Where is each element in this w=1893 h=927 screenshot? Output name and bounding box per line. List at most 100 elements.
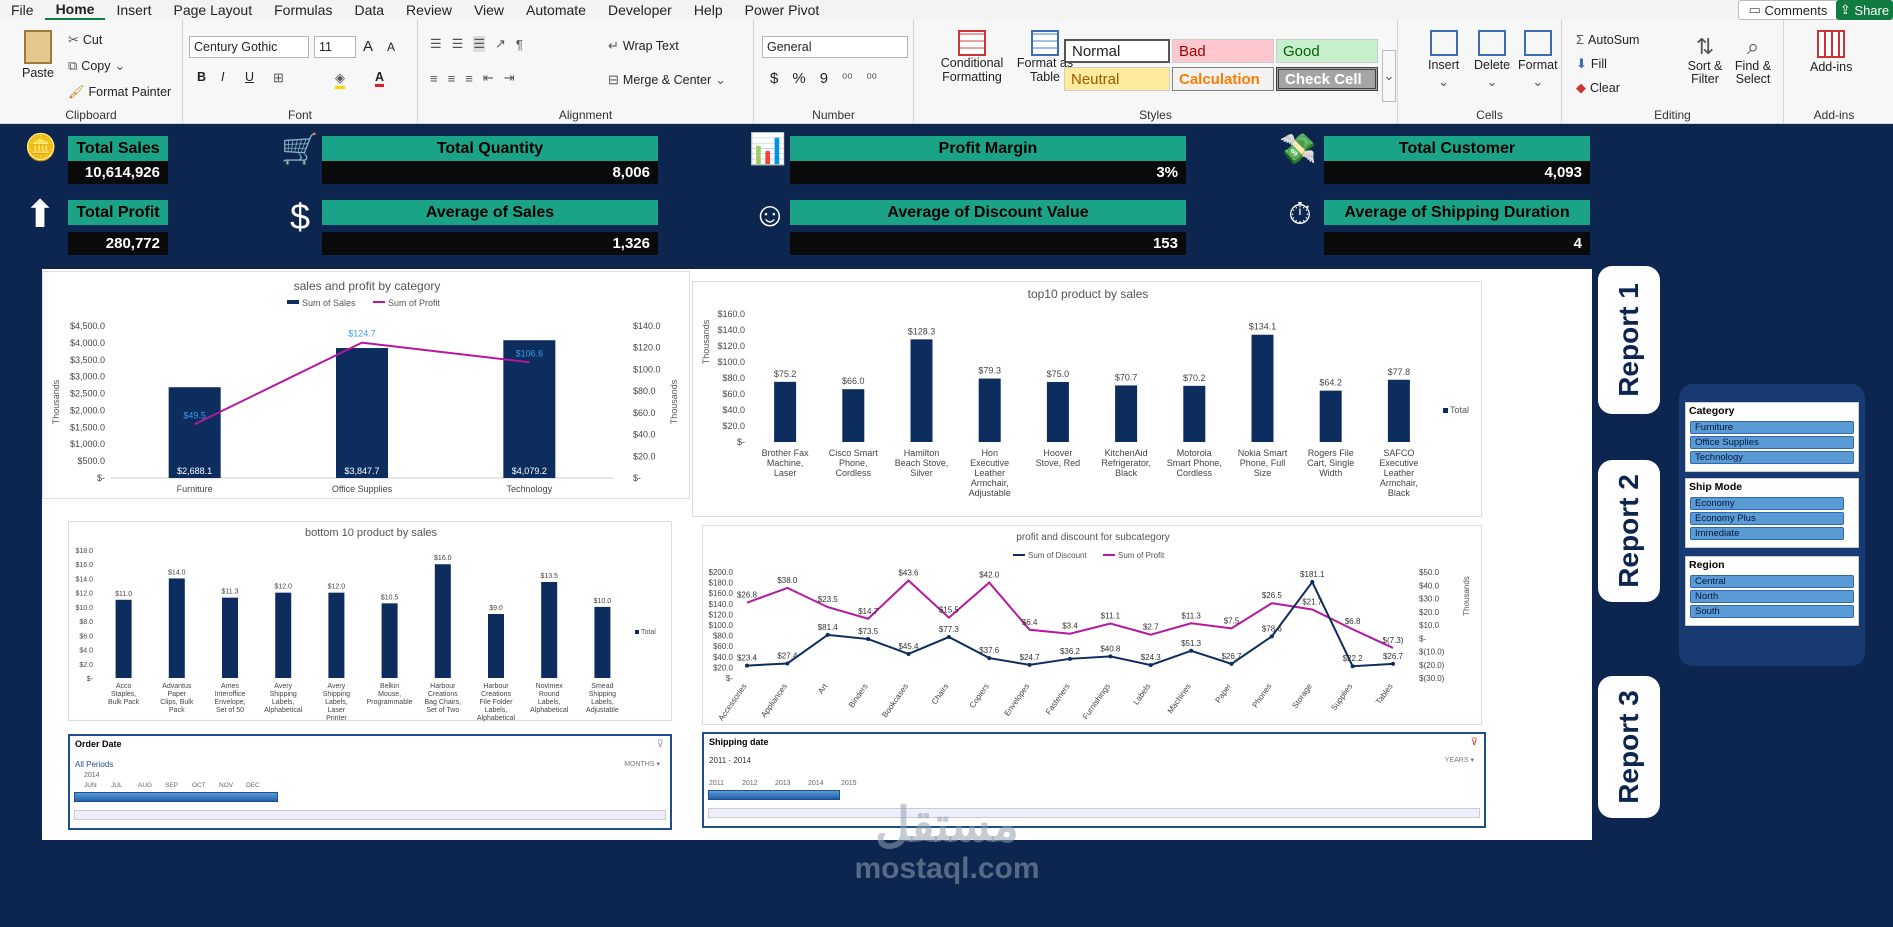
timeline-month[interactable]: DEC: [246, 782, 260, 789]
timeline-shipping-date[interactable]: Shipping date ⊽ 2011 - 2014 YEARS ▾ 2011…: [702, 732, 1486, 828]
style-good[interactable]: Good: [1276, 39, 1378, 63]
timeline-month[interactable]: JUN: [84, 782, 97, 789]
vertical-align-buttons[interactable]: ☰ ☰ ☰ ↗ ¶: [430, 36, 523, 52]
horizontal-align-buttons[interactable]: ≡ ≡ ≡ ⇤ ⇥: [430, 70, 515, 86]
format-painter-button[interactable]: 🖌 Format Painter: [68, 84, 172, 99]
format-as-table-button[interactable]: Format as Table: [1014, 30, 1076, 84]
slicer-item-immediate[interactable]: Immediate: [1690, 527, 1844, 540]
tab-home[interactable]: Home: [44, 1, 106, 20]
timeline-year[interactable]: 2013: [775, 780, 791, 787]
underline-button[interactable]: U: [245, 70, 255, 84]
timeline-order-selection[interactable]: [74, 792, 278, 802]
data-label-profit: $49.5: [183, 410, 206, 420]
comma-button[interactable]: 9: [819, 70, 829, 87]
tab-review[interactable]: Review: [406, 2, 452, 18]
currency-button[interactable]: $: [770, 70, 779, 87]
tab-power-pivot[interactable]: Power Pivot: [744, 2, 820, 18]
slicer-item-central[interactable]: Central: [1690, 575, 1854, 588]
slicer-item-office-supplies[interactable]: Office Supplies: [1690, 436, 1854, 449]
font-name-select[interactable]: Century Gothic: [189, 36, 309, 58]
tab-data[interactable]: Data: [354, 2, 385, 18]
timeline-month[interactable]: AUG: [138, 782, 153, 789]
tab-view[interactable]: View: [473, 2, 505, 18]
slicer-region[interactable]: Region Central North South: [1685, 556, 1859, 626]
increase-decimal-icon[interactable]: ⁰⁰: [842, 70, 853, 86]
clear-button[interactable]: ◆ Clear: [1576, 80, 1620, 95]
conditional-formatting-button[interactable]: Conditional Formatting: [926, 30, 1018, 84]
number-format-buttons[interactable]: $ % 9 ⁰⁰ ⁰⁰: [770, 70, 877, 87]
font-size-select[interactable]: 11: [314, 36, 356, 58]
timeline-shipping-scrollbar[interactable]: [708, 808, 1480, 818]
fill-button[interactable]: ⬇ Fill: [1576, 56, 1607, 71]
timeline-month[interactable]: JUL: [111, 782, 123, 789]
slicer-item-economy-plus[interactable]: Economy Plus: [1690, 512, 1844, 525]
tab-automate[interactable]: Automate: [526, 2, 586, 18]
timeline-order-unit[interactable]: MONTHS ▾: [624, 761, 660, 768]
tab-file[interactable]: File: [11, 2, 34, 18]
wrap-text-button[interactable]: ↵ Wrap Text: [608, 38, 679, 53]
clear-filter-icon[interactable]: ⊽: [1470, 737, 1478, 748]
autosum-button[interactable]: Σ AutoSum: [1576, 32, 1640, 47]
chart-sales-profit-category[interactable]: sales and profit by category Sum of Sales…: [42, 271, 690, 499]
find-select-button[interactable]: ⌕ Find & Select: [1734, 34, 1772, 86]
report-1-button[interactable]: Report 1: [1598, 266, 1660, 414]
clear-filter-icon[interactable]: ⊽: [656, 739, 664, 750]
copy-button[interactable]: ⧉ Copy ⌄: [68, 58, 126, 73]
report-2-button[interactable]: Report 2: [1598, 460, 1660, 602]
grow-font-button[interactable]: A: [363, 38, 374, 55]
delete-cells-button[interactable]: Delete ⌄: [1474, 30, 1510, 90]
tab-formulas[interactable]: Formulas: [274, 2, 333, 18]
slicer-category[interactable]: Category Furniture Office Supplies Techn…: [1685, 402, 1859, 472]
tab-insert[interactable]: Insert: [116, 2, 152, 18]
format-cells-button[interactable]: Format ⌄: [1518, 30, 1558, 90]
styles-more-button[interactable]: ⌄: [1382, 50, 1396, 102]
tab-developer[interactable]: Developer: [607, 2, 672, 18]
style-neutral[interactable]: Neutral: [1064, 67, 1170, 91]
timeline-shipping-selection[interactable]: [708, 790, 840, 800]
y2-axis-label: Thousands: [669, 379, 679, 424]
slicer-ship-mode[interactable]: Ship Mode Economy Economy Plus Immediate: [1685, 478, 1859, 548]
font-color-button[interactable]: A: [375, 70, 385, 87]
bold-button[interactable]: B: [197, 70, 207, 84]
timeline-shipping-unit[interactable]: YEARS ▾: [1444, 757, 1474, 764]
shrink-font-button[interactable]: A: [387, 40, 396, 54]
tab-page-layout[interactable]: Page Layout: [173, 2, 253, 18]
tab-help[interactable]: Help: [693, 2, 723, 18]
chart-profit-discount-subcategory[interactable]: profit and discount for subcategory Sum o…: [702, 525, 1482, 725]
comments-button[interactable]: ▭ Comments: [1738, 0, 1838, 20]
slicer-item-technology[interactable]: Technology: [1690, 451, 1854, 464]
timeline-order-scrollbar[interactable]: [74, 810, 666, 820]
timeline-year[interactable]: 2012: [742, 780, 758, 787]
timeline-order-date[interactable]: Order Date ⊽ All Periods MONTHS ▾ 2014 J…: [68, 734, 672, 830]
number-format-select[interactable]: General: [762, 36, 908, 58]
slicer-item-south[interactable]: South: [1690, 605, 1854, 618]
style-calculation[interactable]: Calculation: [1172, 67, 1274, 91]
timeline-month[interactable]: SEP: [165, 782, 179, 789]
timeline-year[interactable]: 2015: [841, 780, 857, 787]
chart-top10-products[interactable]: top10 product by sales Thousands $160.0 $14…: [692, 281, 1482, 517]
sort-filter-button[interactable]: ⇅ Sort & Filter: [1687, 34, 1723, 86]
style-bad[interactable]: Bad: [1172, 39, 1274, 63]
merge-center-button[interactable]: ⊟ Merge & Center ⌄: [608, 72, 727, 87]
percent-button[interactable]: %: [792, 70, 806, 87]
fill-color-button[interactable]: ◈: [335, 70, 345, 89]
slicer-item-economy[interactable]: Economy: [1690, 497, 1844, 510]
style-normal[interactable]: Normal: [1064, 39, 1170, 63]
paste-button[interactable]: Paste: [22, 30, 54, 80]
style-check-cell[interactable]: Check Cell: [1276, 67, 1378, 91]
timeline-month[interactable]: NOV: [219, 782, 234, 789]
timeline-year[interactable]: 2011: [709, 780, 725, 787]
addins-button[interactable]: Add-ins: [1810, 30, 1852, 74]
cut-button[interactable]: ✂ Cut: [68, 32, 103, 47]
insert-cells-button[interactable]: Insert ⌄: [1428, 30, 1459, 90]
slicer-item-north[interactable]: North: [1690, 590, 1854, 603]
borders-button[interactable]: ⊞: [273, 70, 284, 86]
chart-bottom10-products[interactable]: bottom 10 product by sales $18.0 $16.0 $14.…: [68, 521, 672, 730]
timeline-year[interactable]: 2014: [808, 780, 824, 787]
decrease-decimal-icon[interactable]: ⁰⁰: [866, 70, 877, 86]
italic-button[interactable]: I: [221, 70, 225, 84]
share-button[interactable]: ⇪ Share: [1836, 0, 1893, 20]
report-3-button[interactable]: Report 3: [1598, 676, 1660, 818]
slicer-item-furniture[interactable]: Furniture: [1690, 421, 1854, 434]
timeline-month[interactable]: OCT: [192, 782, 206, 789]
